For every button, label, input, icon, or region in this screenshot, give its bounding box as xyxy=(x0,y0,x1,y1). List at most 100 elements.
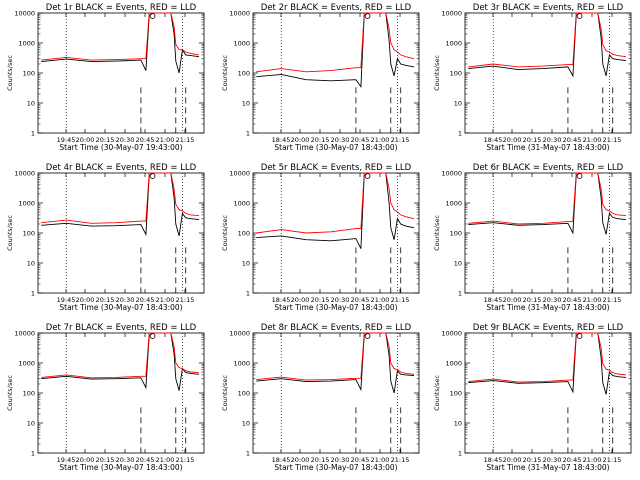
x-tick-label: 20:15 xyxy=(96,296,115,304)
panel-det-1: Det 1r BLACK = Events, RED = LLD 1 10 100 10… xyxy=(6,3,205,152)
x-tick-label: 18:45 xyxy=(272,136,291,144)
x-tick-label: 20:30 xyxy=(331,456,350,464)
x-tick-label: 20:30 xyxy=(543,136,562,144)
x-tick-label: 21:00 xyxy=(371,136,390,144)
y-tick-label: 10000 xyxy=(229,10,250,18)
y-tick-label: 10000 xyxy=(441,330,462,338)
y-tick-label: 10000 xyxy=(229,330,250,338)
x-axis-label: Start Time (30-May-07 18:43:00) xyxy=(59,463,182,472)
y-tick-label: 10 xyxy=(242,260,250,268)
x-axis-label: Start Time (30-May-07 18:43:00) xyxy=(274,303,397,312)
x-tick-label: 20:45 xyxy=(136,296,155,304)
x-tick-label: 21:15 xyxy=(391,136,410,144)
y-tick-label: 1 xyxy=(458,450,462,458)
y-axis-label: Counts/sec xyxy=(433,55,441,91)
y-tick-label: 10 xyxy=(454,100,462,108)
y-tick-label: 1 xyxy=(31,290,35,298)
x-tick-label: 21:15 xyxy=(603,456,622,464)
events-series-line xyxy=(41,172,200,237)
panel-det-7: Det 7r BLACK = Events, RED = LLD 1 10 100 10… xyxy=(6,323,205,472)
y-tick-label: 10000 xyxy=(14,330,35,338)
panel-title: Det 2r BLACK = Events, RED = LLD xyxy=(261,3,412,13)
lld-series-line xyxy=(41,12,200,61)
x-tick-label: 21:15 xyxy=(603,296,622,304)
y-tick-label: 10000 xyxy=(441,10,462,18)
x-tick-label: 21:15 xyxy=(391,296,410,304)
panel-det-9: Det 9r BLACK = Events, RED = LLD 1 10 100 10… xyxy=(433,323,632,472)
events-series-line xyxy=(468,12,627,78)
x-tick-label: 20:00 xyxy=(76,456,95,464)
y-tick-label: 10000 xyxy=(441,170,462,178)
y-axis-label: Counts/sec xyxy=(433,375,441,411)
x-tick-label: 20:00 xyxy=(291,136,310,144)
x-tick-label: 21:00 xyxy=(583,456,602,464)
y-tick-label: 100 xyxy=(450,390,462,398)
lld-series-line xyxy=(468,332,627,383)
attenuator-marker xyxy=(149,13,156,19)
panel-title: Det 7r BLACK = Events, RED = LLD xyxy=(46,323,197,333)
x-tick-label: 21:00 xyxy=(156,136,175,144)
x-tick-label: 20:45 xyxy=(351,296,370,304)
attenuator-marker xyxy=(149,333,156,339)
x-tick-label: 20:00 xyxy=(291,456,310,464)
y-tick-label: 10 xyxy=(27,100,35,108)
panel-title: Det 9r BLACK = Events, RED = LLD xyxy=(473,323,624,333)
x-tick-label: 18:45 xyxy=(272,456,291,464)
x-tick-label: 20:45 xyxy=(136,456,155,464)
y-tick-label: 1000 xyxy=(18,360,35,368)
x-axis-label: Start Time (31-May-07 18:43:00) xyxy=(486,143,609,152)
events-series-line xyxy=(256,12,415,89)
events-series-line xyxy=(256,332,415,394)
lld-series-line xyxy=(256,172,415,234)
x-axis-label: Start Time (30-May-07 18:43:00) xyxy=(59,303,182,312)
attenuator-marker xyxy=(364,13,371,19)
x-tick-label: 20:15 xyxy=(311,296,330,304)
y-tick-label: 1000 xyxy=(445,200,462,208)
x-tick-label: 20:30 xyxy=(331,296,350,304)
y-tick-label: 10 xyxy=(242,100,250,108)
panel-title: Det 8r BLACK = Events, RED = LLD xyxy=(261,323,412,333)
y-axis-label: Counts/sec xyxy=(221,55,229,91)
y-tick-label: 100 xyxy=(23,390,35,398)
x-tick-label: 20:45 xyxy=(563,296,582,304)
y-tick-label: 10 xyxy=(454,260,462,268)
y-tick-label: 1 xyxy=(246,290,250,298)
y-tick-label: 1000 xyxy=(18,40,35,48)
x-tick-label: 20:30 xyxy=(116,296,135,304)
x-tick-label: 20:45 xyxy=(351,456,370,464)
panel-title: Det 5r BLACK = Events, RED = LLD xyxy=(261,163,412,173)
x-tick-label: 18:45 xyxy=(484,456,503,464)
y-tick-label: 1000 xyxy=(233,200,250,208)
y-axis-label: Counts/sec xyxy=(221,375,229,411)
lld-series-line xyxy=(41,332,200,379)
x-tick-label: 21:00 xyxy=(583,136,602,144)
y-tick-label: 10 xyxy=(27,420,35,428)
y-tick-label: 10000 xyxy=(14,10,35,18)
panel-det-3: Det 3r BLACK = Events, RED = LLD 1 10 100 10… xyxy=(433,3,632,152)
events-series-line xyxy=(468,332,627,395)
y-tick-label: 1 xyxy=(458,130,462,138)
y-tick-label: 10 xyxy=(454,420,462,428)
plot-frame xyxy=(37,332,205,454)
y-axis-label: Counts/sec xyxy=(6,375,14,411)
x-tick-label: 20:00 xyxy=(503,296,522,304)
x-tick-label: 20:15 xyxy=(523,296,542,304)
y-axis-label: Counts/sec xyxy=(221,215,229,251)
y-tick-label: 100 xyxy=(450,230,462,238)
lld-series-line xyxy=(256,332,415,381)
x-tick-label: 20:15 xyxy=(523,456,542,464)
x-tick-label: 21:15 xyxy=(176,136,195,144)
attenuator-marker xyxy=(364,333,371,339)
x-tick-label: 20:45 xyxy=(563,136,582,144)
x-tick-label: 19:45 xyxy=(57,456,76,464)
y-tick-label: 100 xyxy=(238,230,250,238)
y-tick-label: 1000 xyxy=(445,360,462,368)
y-axis-label: Counts/sec xyxy=(6,55,14,91)
y-tick-label: 1 xyxy=(31,450,35,458)
attenuator-marker xyxy=(364,173,371,179)
y-axis-label: Counts/sec xyxy=(6,215,14,251)
plot-frame xyxy=(252,12,420,134)
x-tick-label: 20:00 xyxy=(76,136,95,144)
y-tick-label: 1000 xyxy=(18,200,35,208)
y-tick-label: 1 xyxy=(31,130,35,138)
